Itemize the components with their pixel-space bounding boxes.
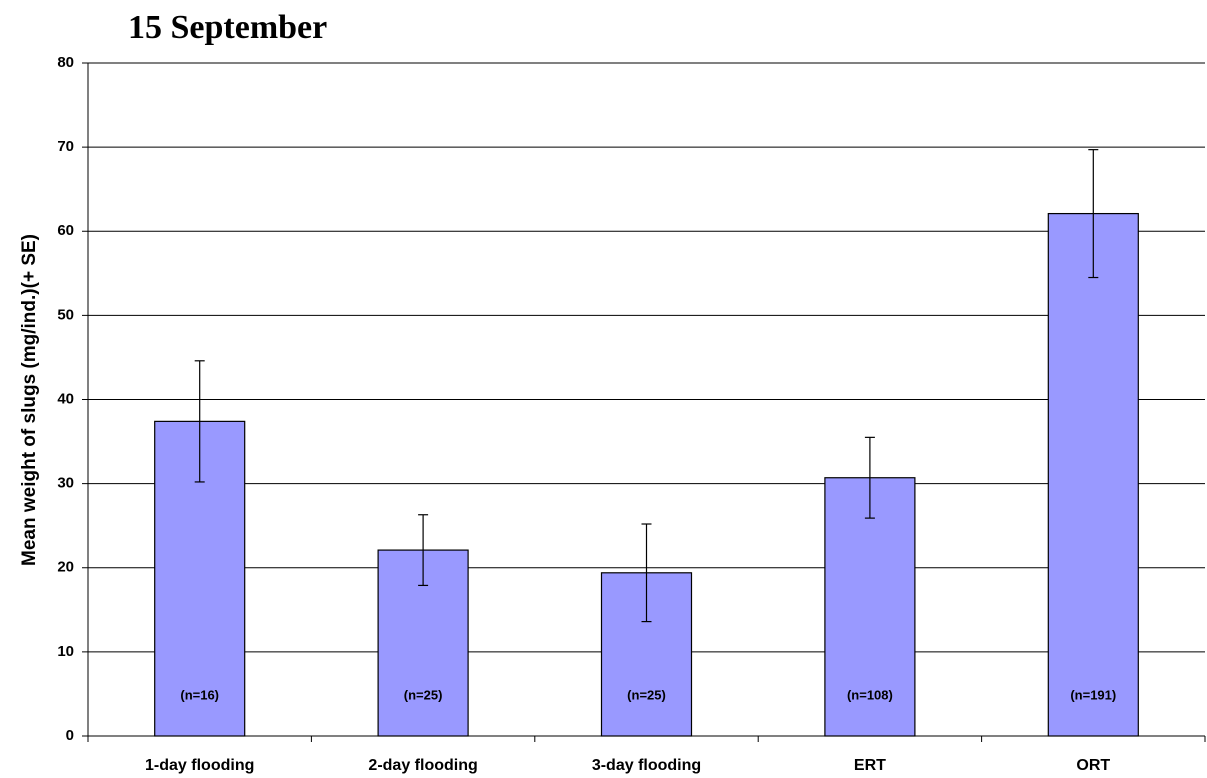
sample-size-label: (n=191) [1070, 687, 1116, 702]
x-tick-label: ORT [1076, 757, 1110, 774]
x-tick-label: ERT [854, 757, 886, 774]
x-tick-label: 2-day flooding [368, 757, 477, 774]
y-axis-label: Mean weight of slugs (mg/ind.)(+ SE) [19, 234, 40, 566]
y-tick-label: 60 [57, 222, 74, 239]
y-tick-label: 20 [57, 559, 74, 576]
sample-size-label: (n=16) [180, 687, 219, 702]
sample-size-label: (n=25) [404, 687, 443, 702]
y-tick-label: 30 [57, 475, 74, 492]
x-tick-label: 1-day flooding [145, 757, 254, 774]
y-tick-label: 40 [57, 390, 74, 407]
sample-size-label: (n=108) [847, 687, 893, 702]
bar [1047, 212, 1139, 737]
y-tick-label: 80 [57, 54, 74, 71]
y-tick-label: 70 [57, 138, 74, 155]
y-tick-label: 10 [57, 643, 74, 660]
bar [824, 477, 916, 737]
y-tick-label: 0 [66, 727, 74, 744]
y-tick-label: 50 [57, 306, 74, 323]
x-tick-label: 3-day flooding [592, 757, 701, 774]
sample-size-label: (n=25) [627, 687, 666, 702]
chart-title: 15 September [128, 9, 327, 46]
